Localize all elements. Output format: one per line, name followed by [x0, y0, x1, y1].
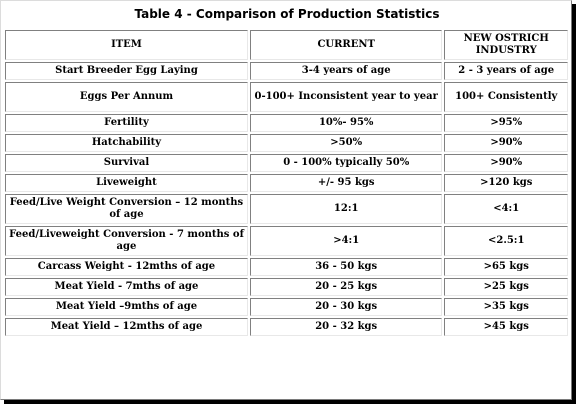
row-item: Hatchability: [5, 134, 248, 152]
row-item: Start Breeder Egg Laying: [5, 62, 248, 80]
row-item: Feed/Live Weight Conversion – 12 months …: [5, 194, 248, 224]
row-item: Feed/Liveweight Conversion - 7 months of…: [5, 226, 248, 256]
row-current: >50%: [249, 134, 443, 152]
row-item: Liveweight: [5, 174, 248, 192]
row-current: 3-4 years of age: [249, 62, 443, 80]
table-row: Liveweight +/- 95 kgs >120 kgs: [5, 174, 568, 192]
row-new-industry: >35 kgs: [444, 298, 568, 316]
header-item: ITEM: [5, 30, 248, 60]
row-current: 0-100+ Inconsistent year to year: [249, 82, 443, 112]
row-current: 12:1: [249, 194, 443, 224]
table-row: Meat Yield – 12mths of age 20 - 32 kgs >…: [5, 318, 568, 336]
row-current: 36 - 50 kgs: [249, 258, 443, 276]
row-item: Fertility: [5, 114, 248, 132]
table-caption: Table 4 - Comparison of Production Stati…: [134, 7, 440, 21]
table-row: Survival 0 - 100% typically 50% >90%: [5, 154, 568, 172]
production-statistics-table: ITEM CURRENT NEW OSTRICH INDUSTRY Start …: [3, 28, 570, 338]
table-row: Meat Yield - 7mths of age 20 - 25 kgs >2…: [5, 278, 568, 296]
row-new-industry: 100+ Consistently: [444, 82, 568, 112]
row-new-industry: >90%: [444, 134, 568, 152]
table-row: Eggs Per Annum 0-100+ Inconsistent year …: [5, 82, 568, 112]
drop-shadow-right: [572, 4, 576, 404]
table-row: Fertility 10%- 95% >95%: [5, 114, 568, 132]
row-current: 10%- 95%: [249, 114, 443, 132]
row-new-industry: <2.5:1: [444, 226, 568, 256]
row-new-industry: >45 kgs: [444, 318, 568, 336]
row-item: Survival: [5, 154, 248, 172]
table-row: Carcass Weight - 12mths of age 36 - 50 k…: [5, 258, 568, 276]
row-new-industry: >25 kgs: [444, 278, 568, 296]
row-current: 20 - 25 kgs: [249, 278, 443, 296]
row-new-industry: <4:1: [444, 194, 568, 224]
row-current: 20 - 30 kgs: [249, 298, 443, 316]
table-row: Hatchability >50% >90%: [5, 134, 568, 152]
row-current: 0 - 100% typically 50%: [249, 154, 443, 172]
table-frame: Table 4 - Comparison of Production Stati…: [0, 0, 572, 400]
table-row: Feed/Liveweight Conversion - 7 months of…: [5, 226, 568, 256]
row-item: Eggs Per Annum: [5, 82, 248, 112]
row-new-industry: 2 - 3 years of age: [444, 62, 568, 80]
row-current: +/- 95 kgs: [249, 174, 443, 192]
table-row: Feed/Live Weight Conversion – 12 months …: [5, 194, 568, 224]
row-item: Meat Yield – 12mths of age: [5, 318, 248, 336]
header-row: ITEM CURRENT NEW OSTRICH INDUSTRY: [5, 30, 568, 60]
row-current: 20 - 32 kgs: [249, 318, 443, 336]
row-new-industry: >90%: [444, 154, 568, 172]
row-new-industry: >65 kgs: [444, 258, 568, 276]
header-current: CURRENT: [249, 30, 443, 60]
row-item: Meat Yield –9mths of age: [5, 298, 248, 316]
row-item: Meat Yield - 7mths of age: [5, 278, 248, 296]
table-row: Meat Yield –9mths of age 20 - 30 kgs >35…: [5, 298, 568, 316]
table-row: Start Breeder Egg Laying 3-4 years of ag…: [5, 62, 568, 80]
row-new-industry: >95%: [444, 114, 568, 132]
header-new-industry: NEW OSTRICH INDUSTRY: [444, 30, 568, 60]
row-new-industry: >120 kgs: [444, 174, 568, 192]
row-item: Carcass Weight - 12mths of age: [5, 258, 248, 276]
row-current: >4:1: [249, 226, 443, 256]
drop-shadow-bottom: [4, 400, 576, 404]
